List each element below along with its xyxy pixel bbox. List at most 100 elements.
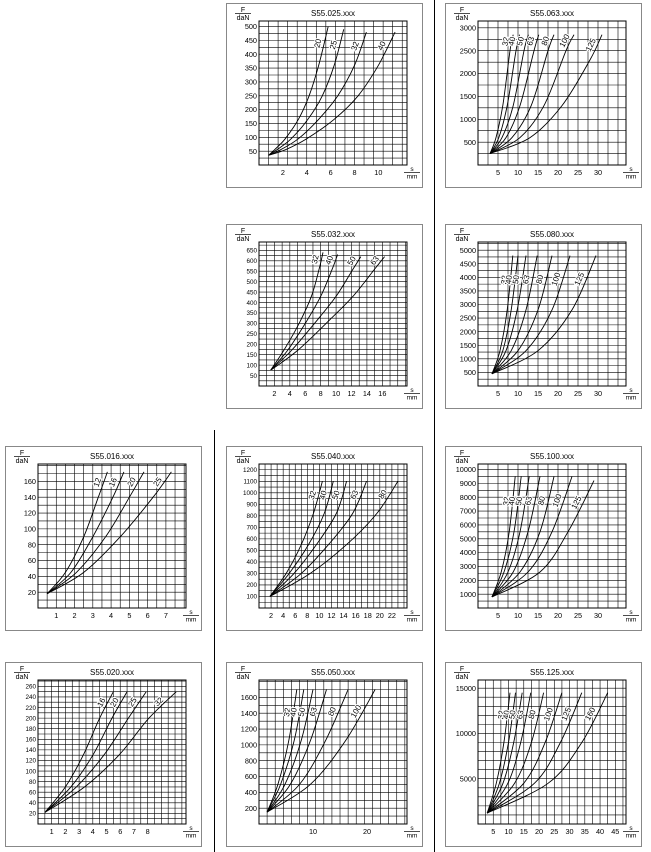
y-tick-label: 50 [249, 147, 257, 156]
x-axis-label-top: s [629, 166, 633, 173]
series-line-50 [491, 255, 527, 375]
y-tick-label: 250 [245, 91, 257, 100]
x-tick-label: 10 [332, 389, 340, 398]
y-tick-label: 800 [246, 513, 257, 520]
y-tick-label: 450 [245, 36, 257, 45]
x-tick-label: 10 [514, 389, 522, 398]
series-label-80: 80 [326, 705, 338, 717]
series-line-40 [486, 692, 516, 814]
x-tick-label: 8 [146, 827, 150, 836]
chart-title: S55.016.xxx [90, 452, 134, 461]
chart-title: S55.032.xxx [311, 230, 355, 239]
x-axis-label-bottom: mm [626, 833, 637, 840]
y-tick-label: 300 [246, 571, 257, 578]
series-line-50 [270, 256, 362, 371]
series-line-20 [44, 691, 128, 813]
x-tick-label: 10 [504, 827, 512, 836]
x-tick-label: 5 [496, 611, 500, 620]
series-label-63: 63 [368, 254, 381, 267]
y-tick-label: 9000 [460, 479, 476, 488]
series-label-40: 40 [288, 706, 299, 717]
series-label-63: 63 [521, 274, 532, 285]
y-tick-label: 200 [246, 342, 257, 349]
y-tick-label: 80 [28, 540, 36, 549]
y-tick-label: 150 [246, 352, 257, 359]
y-tick-label: 800 [245, 756, 257, 765]
x-tick-label: 10 [514, 168, 522, 177]
y-tick-label: 4000 [460, 273, 476, 282]
y-axis-label-top: F [460, 450, 464, 457]
y-tick-label: 600 [246, 536, 257, 543]
x-tick-label: 25 [574, 611, 582, 620]
x-tick-label: 4 [109, 611, 113, 620]
series-label-32: 32 [496, 709, 506, 719]
y-tick-label: 4500 [460, 259, 476, 268]
y-tick-label: 140 [24, 493, 36, 502]
y-tick-label: 650 [246, 248, 257, 255]
x-tick-label: 15 [534, 611, 542, 620]
y-tick-label: 50 [250, 373, 258, 380]
plot-frame [258, 241, 408, 387]
x-tick-label: 5 [104, 827, 108, 836]
series-label-32: 32 [501, 36, 512, 47]
series-line-16 [44, 691, 114, 813]
y-axis-label-bottom: daN [237, 236, 250, 243]
x-axis-label-bottom: mm [626, 395, 637, 402]
y-tick-label: 150 [245, 119, 257, 128]
x-tick-label: 5 [491, 827, 495, 836]
divider-left [214, 430, 215, 852]
series-line-80 [489, 34, 555, 154]
y-tick-label: 3000 [460, 562, 476, 571]
series-line-16 [46, 471, 125, 595]
series-line-80 [491, 476, 555, 598]
series-line-40 [268, 31, 396, 156]
y-tick-label: 500 [464, 368, 476, 377]
series-line-63 [489, 34, 540, 154]
x-tick-label: 5 [496, 168, 500, 177]
x-tick-label: 7 [132, 827, 136, 836]
series-label-80: 80 [536, 495, 547, 506]
series-line-50 [266, 689, 314, 813]
x-tick-label: 5 [127, 611, 131, 620]
series-line-100 [486, 692, 563, 814]
series-line-125 [486, 692, 583, 814]
y-tick-label: 180 [25, 726, 36, 733]
x-tick-label: 20 [554, 168, 562, 177]
series-label-160: 160 [583, 705, 597, 721]
y-tick-label: 240 [25, 694, 36, 701]
series-line-32 [270, 252, 324, 371]
x-tick-label: 8 [352, 168, 356, 177]
x-tick-label: 6 [146, 611, 150, 620]
x-axis-label-top: s [410, 166, 414, 173]
x-tick-label: 45 [611, 827, 619, 836]
series-label-50: 50 [346, 254, 359, 267]
y-tick-label: 3000 [460, 23, 476, 32]
y-tick-label: 2500 [460, 46, 476, 55]
x-tick-label: 14 [363, 389, 371, 398]
y-axis-label-top: F [241, 666, 245, 673]
series-line-25 [268, 29, 345, 156]
y-tick-label: 400 [246, 300, 257, 307]
x-axis-label-bottom: mm [626, 174, 637, 181]
series-line-63 [270, 256, 385, 371]
series-line-50 [489, 34, 529, 154]
x-tick-label: 35 [581, 827, 589, 836]
series-label-80: 80 [534, 273, 545, 284]
series-line-40 [489, 34, 521, 154]
x-tick-label: 18 [364, 611, 372, 620]
x-tick-label: 15 [534, 168, 542, 177]
y-tick-label: 6000 [460, 521, 476, 530]
y-axis-label-bottom: daN [16, 674, 29, 681]
chart-svg: S55.032.xxxFdaNsmm5010015020025030035040… [235, 228, 420, 402]
chart-svg: S55.020.xxxFdaNsmm2040608010012014016018… [14, 666, 199, 840]
x-tick-label: 25 [574, 168, 582, 177]
y-tick-label: 2000 [460, 327, 476, 336]
series-label-25: 25 [328, 39, 339, 50]
series-label-25: 25 [151, 475, 164, 488]
y-tick-label: 120 [24, 509, 36, 518]
series-line-160 [487, 692, 609, 814]
y-tick-label: 160 [24, 477, 36, 486]
